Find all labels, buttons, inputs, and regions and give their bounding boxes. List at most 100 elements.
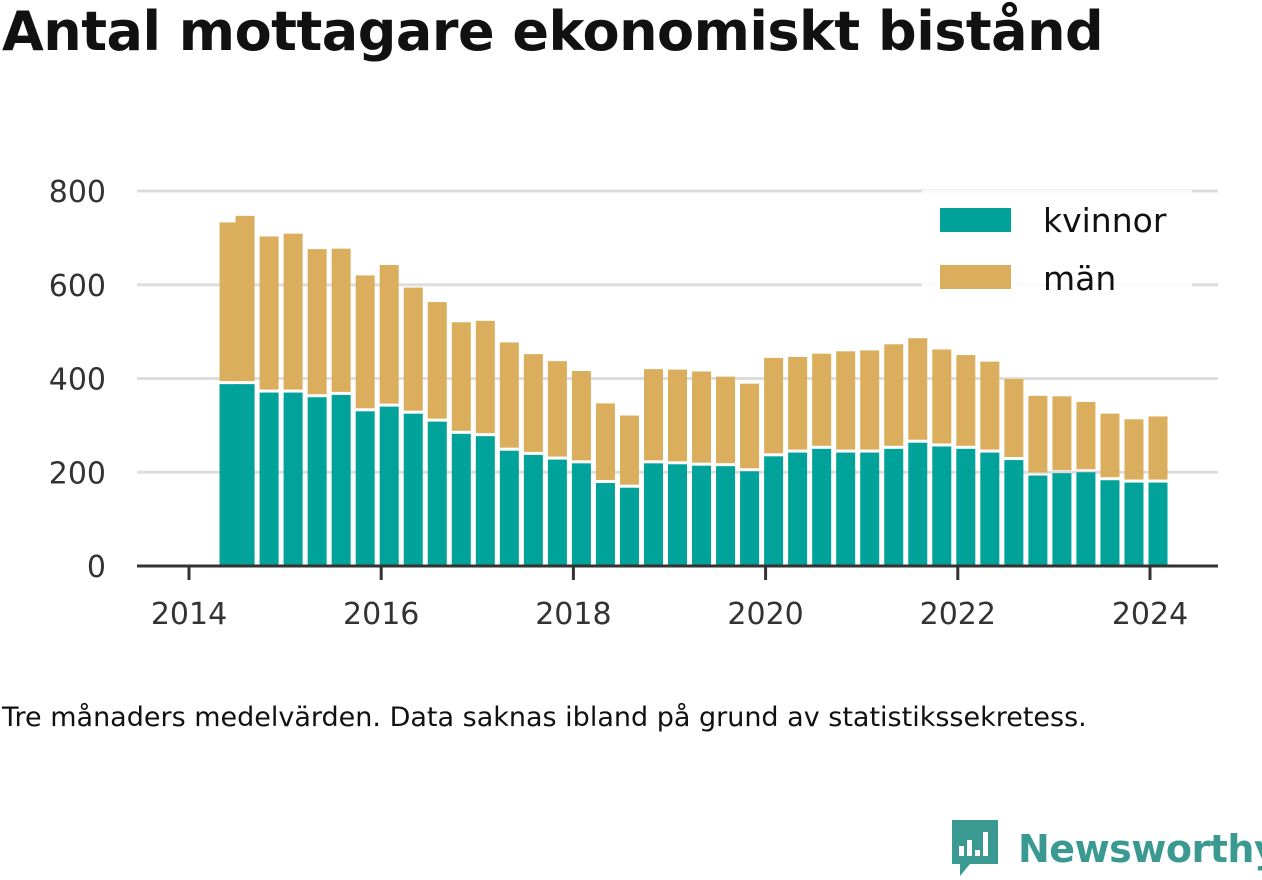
- bar-man: [1076, 401, 1096, 470]
- bar-kvinnor: [956, 448, 976, 566]
- bar-kvinnor: [1100, 480, 1120, 566]
- bar-man: [908, 338, 928, 440]
- bar-man: [403, 287, 423, 411]
- bar-kvinnor: [427, 421, 447, 566]
- x-tick-label: 2022: [920, 597, 996, 632]
- y-tick-label: 800: [49, 175, 106, 210]
- bar-man: [1124, 419, 1144, 480]
- bar-kvinnor: [403, 413, 423, 566]
- bar-man: [716, 376, 736, 464]
- bar-kvinnor: [1028, 475, 1048, 566]
- brand-name: Newsworthy: [1018, 827, 1262, 871]
- y-tick-label: 400: [49, 363, 106, 398]
- bar-kvinnor: [788, 452, 808, 566]
- legend-label-kvinnor: kvinnor: [1043, 201, 1167, 240]
- y-tick-label: 600: [49, 269, 106, 304]
- bar-kvinnor: [307, 397, 327, 566]
- x-tick-label: 2018: [535, 597, 611, 632]
- bar-man: [331, 248, 351, 392]
- bar-kvinnor: [475, 436, 495, 566]
- legend: kvinnor män: [922, 190, 1192, 304]
- bar-man: [235, 215, 255, 382]
- bar-kvinnor: [355, 411, 375, 566]
- chart-caption: Tre månaders medelvärden. Data saknas ib…: [2, 702, 1087, 733]
- bar-man: [571, 371, 591, 461]
- bar-kvinnor: [643, 463, 663, 566]
- x-axis: 2014 2016 2018 2020 2022 2024: [137, 564, 1218, 632]
- bar-kvinnor: [283, 392, 303, 566]
- bar-kvinnor: [1124, 482, 1144, 566]
- x-tick-label: 2020: [727, 597, 803, 632]
- bar-man: [764, 357, 784, 454]
- bar-kvinnor: [1004, 460, 1024, 566]
- bar-kvinnor: [1148, 482, 1168, 566]
- bar-man: [451, 322, 471, 431]
- legend-swatch-man: [940, 265, 1011, 289]
- bar-man: [884, 344, 904, 446]
- x-tick-label: 2014: [151, 597, 227, 632]
- bar-man: [836, 351, 856, 450]
- bar-man: [1004, 378, 1024, 458]
- y-tick-labels: 0 200 400 600 800: [49, 175, 106, 585]
- bar-man: [1148, 416, 1168, 480]
- x-tick-label: 2024: [1112, 597, 1188, 632]
- bar-kvinnor: [451, 433, 471, 566]
- bar-kvinnor: [1052, 473, 1072, 566]
- bar-kvinnor: [547, 459, 567, 566]
- bar-man: [283, 233, 303, 390]
- bar-man: [259, 236, 279, 390]
- x-tick-label: 2016: [343, 597, 419, 632]
- bar-man: [668, 369, 688, 462]
- bar-kvinnor: [884, 448, 904, 566]
- bar-man: [595, 403, 615, 481]
- bar-man: [619, 415, 639, 485]
- bar-kvinnor: [860, 452, 880, 566]
- bar-man: [740, 383, 760, 469]
- bar-man: [1100, 413, 1120, 478]
- bar-man: [643, 369, 663, 461]
- bar-man: [956, 355, 976, 446]
- bars: [219, 215, 1168, 566]
- bar-man: [219, 222, 239, 382]
- bar-man: [812, 353, 832, 446]
- bar-man: [307, 249, 327, 395]
- bar-kvinnor: [932, 446, 952, 566]
- bar-kvinnor: [812, 448, 832, 566]
- y-tick-label: 0: [87, 550, 106, 585]
- bar-kvinnor: [379, 406, 399, 566]
- y-tick-label: 200: [49, 456, 106, 491]
- bar-man: [475, 320, 495, 434]
- bar-man: [692, 371, 712, 463]
- bar-man: [355, 275, 375, 409]
- bar-kvinnor: [980, 452, 1000, 566]
- bar-man: [788, 356, 808, 450]
- bar-kvinnor: [668, 464, 688, 566]
- bar-kvinnor: [331, 394, 351, 566]
- bar-man: [379, 265, 399, 404]
- bar-kvinnor: [764, 456, 784, 566]
- bar-man: [860, 350, 880, 450]
- legend-label-man: män: [1043, 259, 1116, 298]
- bar-kvinnor: [259, 392, 279, 566]
- bar-man: [547, 361, 567, 457]
- bar-kvinnor: [523, 454, 543, 566]
- bar-kvinnor: [1076, 472, 1096, 566]
- bar-kvinnor: [619, 487, 639, 566]
- bar-man: [1052, 396, 1072, 471]
- bar-man: [980, 361, 1000, 450]
- bar-kvinnor: [692, 465, 712, 566]
- bar-kvinnor: [908, 442, 928, 566]
- bar-kvinnor: [740, 471, 760, 566]
- bar-kvinnor: [235, 384, 255, 566]
- bar-man: [932, 349, 952, 444]
- bar-man: [1028, 395, 1048, 473]
- bar-kvinnor: [571, 463, 591, 566]
- bar-man: [523, 354, 543, 452]
- bar-kvinnor: [595, 483, 615, 566]
- legend-swatch-kvinnor: [940, 208, 1011, 232]
- brand: Newsworthy: [950, 818, 1262, 880]
- newsworthy-logo-icon: [952, 820, 998, 876]
- bar-kvinnor: [836, 452, 856, 566]
- chart-title: Antal mottagare ekonomiskt bistånd: [2, 0, 1104, 63]
